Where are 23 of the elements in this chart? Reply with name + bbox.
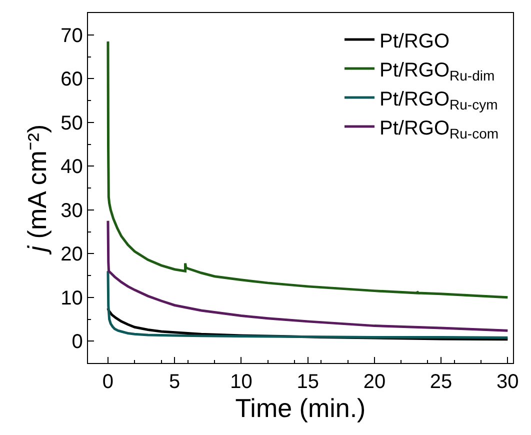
x-axis-title: Time (min.) xyxy=(235,393,366,424)
x-tick-label: 20 xyxy=(363,371,386,394)
legend-label: Pt/RGO xyxy=(380,30,450,52)
y-tick-label: 20 xyxy=(60,244,83,266)
y-axis-title: j (mA cm⁻²) xyxy=(22,124,52,255)
y-tick-label: 50 xyxy=(60,112,83,134)
y-tick-label: 40 xyxy=(60,156,83,178)
y-tick-label: 30 xyxy=(60,200,83,222)
legend-label: Pt/RGO$_{Ru-dim}$ xyxy=(380,59,495,84)
y-tick-label: 60 xyxy=(60,68,83,91)
legend-label: Pt/RGO$_{Ru-com}$ xyxy=(380,117,499,142)
y-tick-label: 0 xyxy=(72,331,83,354)
y-tick-label: 70 xyxy=(60,24,83,47)
y-tick-label: 10 xyxy=(60,287,83,310)
line-series xyxy=(106,270,509,339)
x-tick-label: 25 xyxy=(430,371,452,394)
x-tick-label: 10 xyxy=(230,371,252,394)
line-series xyxy=(106,220,509,332)
x-tick-label: 5 xyxy=(169,371,180,394)
x-tick-label: 0 xyxy=(102,371,114,394)
legend-label: Pt/RGO$_{Ru-cym}$ xyxy=(380,88,498,112)
x-tick-label: 30 xyxy=(496,371,519,394)
x-tick-label: 15 xyxy=(296,371,319,394)
